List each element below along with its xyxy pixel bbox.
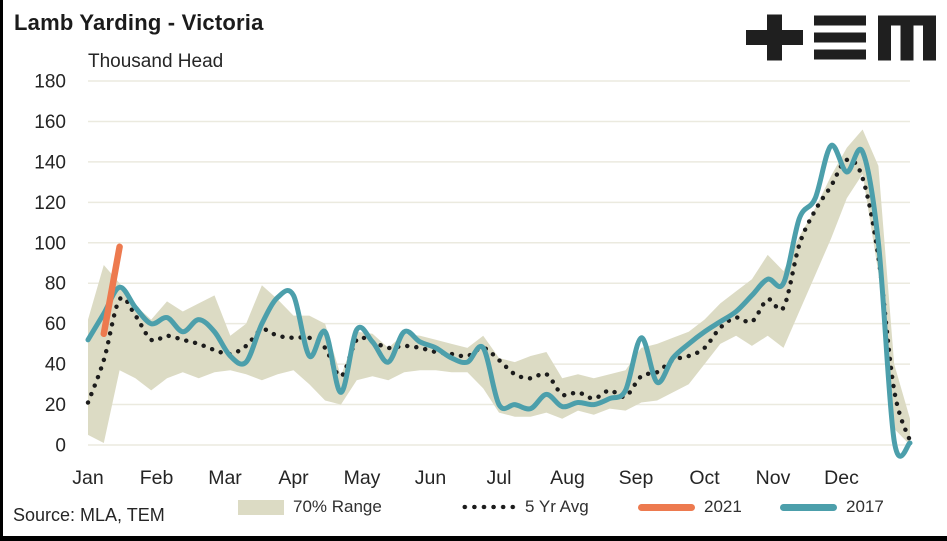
x-tick-label-aug: Aug [550,467,585,489]
legend-label: 5 Yr Avg [525,497,589,516]
x-tick-label-feb: Feb [140,467,174,489]
x-tick-label-mar: Mar [208,467,242,489]
line-2021-swatch [638,503,695,511]
logo-plus-horizontal [746,30,803,45]
legend-label: 2017 [846,497,884,516]
tem-logo [746,14,936,61]
legend-item-5yr-avg: 5 Yr Avg [458,496,589,518]
y-tick-label-100: 100 [34,233,66,254]
logo-m-leg-middle [900,15,914,61]
legend-item-70pct-range: 70% Range [238,496,382,518]
logo-bar-top [814,15,866,26]
line-2017-swatch [780,503,837,511]
dotted-line-swatch [458,504,516,510]
x-tick-label-nov: Nov [756,467,791,489]
x-tick-label-jan: Jan [72,467,103,489]
y-tick-label-20: 20 [45,395,66,416]
x-tick-label-may: May [344,467,381,489]
y-tick-label-60: 60 [45,314,66,335]
x-tick-label-jul: Jul [487,467,512,489]
page-title: Lamb Yarding - Victoria [14,10,264,35]
x-tick-label-dec: Dec [824,467,859,489]
legend-label: 70% Range [293,497,382,516]
x-tick-label-oct: Oct [689,467,720,489]
y-tick-label-160: 160 [34,112,66,133]
range-band-swatch [238,499,284,515]
frame-border-left [0,0,3,541]
y-tick-label-0: 0 [55,436,66,457]
logo-m-leg-right [923,15,936,61]
y-tick-label-140: 140 [34,152,66,173]
legend-label: 2021 [704,497,742,516]
logo-bar-bottom [814,49,866,60]
logo-m-leg-left [878,15,891,61]
x-tick-label-sep: Sep [619,467,654,489]
line-2021 [100,243,123,338]
y-tick-label-40: 40 [45,355,66,376]
logo-bar-middle [814,32,866,43]
source-attribution: Source: MLA, TEM [13,505,165,525]
y-tick-label-180: 180 [34,72,66,93]
x-tick-label-apr: Apr [278,467,309,489]
line-2017 [85,143,913,459]
legend-item-2021: 2021 [638,496,742,518]
x-tick-label-jun: Jun [415,467,446,489]
y-axis-units-label: Thousand Head [88,51,224,72]
range-band-area [88,129,910,445]
y-tick-label-80: 80 [45,274,66,295]
legend-item-2017: 2017 [780,496,884,518]
frame-border-bottom [0,536,947,541]
y-tick-label-120: 120 [34,193,66,214]
